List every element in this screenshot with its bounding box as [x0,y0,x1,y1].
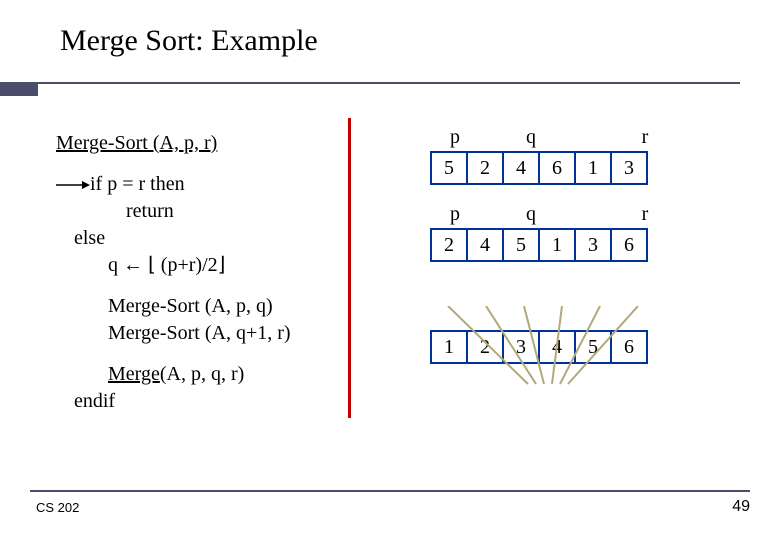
cell: 4 [538,330,576,364]
arrays-panel: p q r 5 2 4 6 1 3 p q r 2 4 5 1 3 6 1 2 … [430,126,740,382]
cell: 2 [430,228,468,262]
array-row-2: 2 4 5 1 3 6 [430,228,740,262]
accent-bar [0,82,740,96]
array-row-1: 5 2 4 6 1 3 [430,151,740,185]
algo-line-merge: Merge(A, p, q, r) [56,361,346,388]
slide-title: Merge Sort: Example [60,24,318,58]
algo-line-rec1: Merge-Sort (A, p, q) [56,293,346,320]
cell: 2 [466,330,504,364]
algo-line-endif: endif [56,388,346,415]
algo-line-q: q ← ⌊ (p+r)/2⌋ [56,252,346,279]
accent-line [38,82,740,84]
accent-block [0,82,38,96]
algo-line-rec2: Merge-Sort (A, q+1, r) [56,320,346,347]
array-row-3: 1 2 3 4 5 6 [430,330,740,364]
cell: 6 [610,228,648,262]
cell: 4 [502,151,540,185]
cell: 6 [538,151,576,185]
cell: 5 [502,228,540,262]
algo-line-if: if p = r then [56,171,346,198]
footer-page: 49 [732,498,750,516]
algo-line-return: return [56,198,346,225]
cell: 3 [574,228,612,262]
cell: 5 [430,151,468,185]
footer-course: CS 202 [36,500,79,515]
vertical-divider [348,118,351,418]
footer-line [30,490,750,492]
algo-line-else: else [56,225,346,252]
arrow-icon [56,179,90,191]
cell: 3 [502,330,540,364]
pqr-labels-2: p q r [430,203,740,226]
cell: 2 [466,151,504,185]
cell: 3 [610,151,648,185]
cell: 6 [610,330,648,364]
pqr-labels-1: p q r [430,126,740,149]
cell: 5 [574,330,612,364]
cell: 1 [430,330,468,364]
cell: 4 [466,228,504,262]
cell: 1 [538,228,576,262]
algorithm-block: Merge-Sort (A, p, r) if p = r then retur… [56,130,346,415]
algo-heading: Merge-Sort (A, p, r) [56,130,346,157]
cell: 1 [574,151,612,185]
